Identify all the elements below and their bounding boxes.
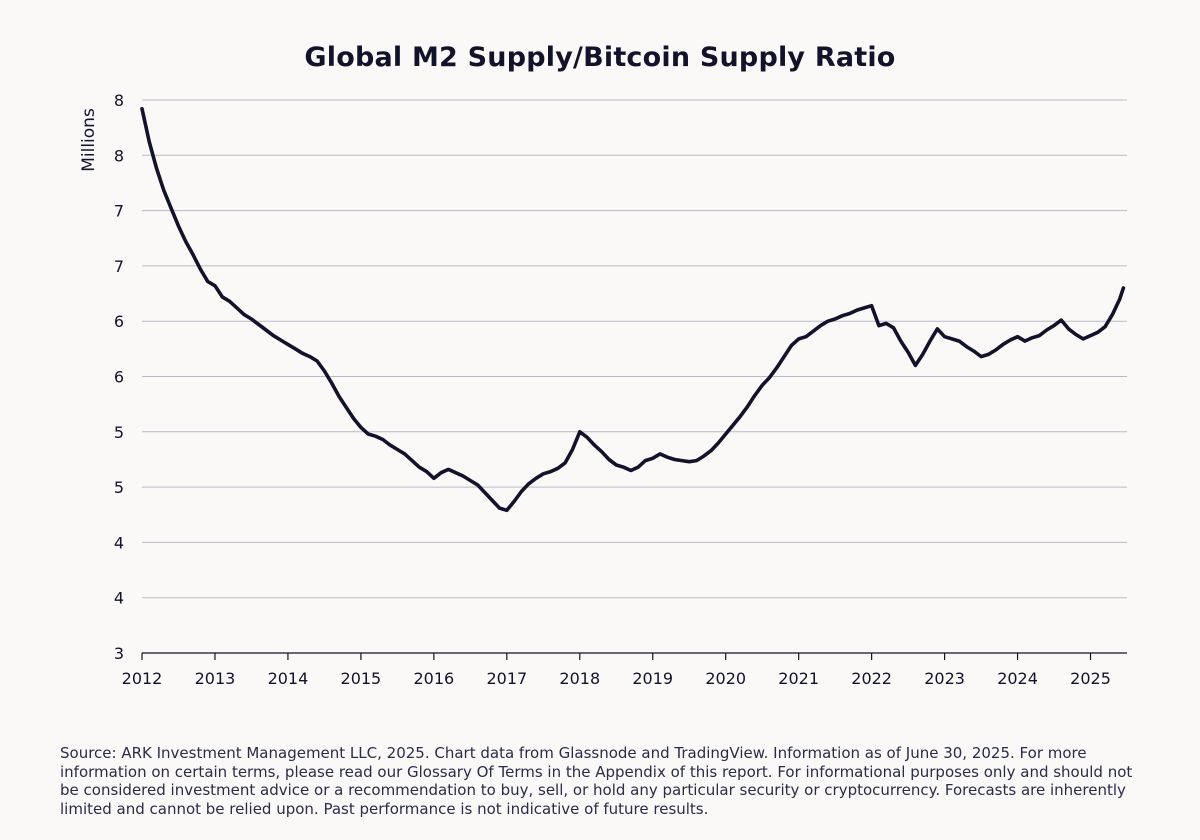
x-tick-label: 2012 bbox=[122, 669, 163, 688]
x-tick-label: 2017 bbox=[486, 669, 527, 688]
x-tick-label: 2016 bbox=[413, 669, 454, 688]
y-tick-label: 6 bbox=[114, 312, 124, 331]
x-tick-label: 2021 bbox=[778, 669, 819, 688]
chart-title: Global M2 Supply/Bitcoin Supply Ratio bbox=[304, 42, 896, 73]
x-tick-label: 2020 bbox=[705, 669, 746, 688]
y-tick-label: 8 bbox=[114, 146, 124, 165]
x-tick-label: 2019 bbox=[632, 669, 673, 688]
gridlines bbox=[142, 99, 1127, 654]
x-tick-label: 2023 bbox=[924, 669, 965, 688]
x-tick-label: 2014 bbox=[268, 669, 309, 688]
y-tick-label: 5 bbox=[114, 478, 124, 497]
line-chart: 3 4 4 5 5 6 6 7 7 8 8 2012 2013 2014 2015 2016 2017 2018… bbox=[79, 91, 1127, 688]
series-line bbox=[140, 107, 1126, 513]
source-footnote: Source: ARK Investment Management LLC, 2… bbox=[60, 744, 1133, 818]
x-axis-ticks: 2012 2013 2014 2015 2016 2017 2018 2019 2020 2021… bbox=[122, 653, 1111, 688]
y-tick-label: 5 bbox=[114, 423, 124, 442]
y-tick-label: 7 bbox=[114, 202, 124, 221]
y-tick-label: 6 bbox=[114, 368, 124, 387]
y-axis-ticks: 3 4 4 5 5 6 6 7 7 8 8 bbox=[114, 91, 124, 663]
x-tick-label: 2015 bbox=[341, 669, 382, 688]
y-tick-label: 8 bbox=[114, 91, 124, 110]
y-tick-label: 7 bbox=[114, 257, 124, 276]
x-tick-label: 2013 bbox=[195, 669, 236, 688]
x-tick-label: 2024 bbox=[997, 669, 1038, 688]
x-tick-label: 2025 bbox=[1070, 669, 1111, 688]
y-tick-label: 3 bbox=[114, 644, 124, 663]
y-axis-title: Millions bbox=[79, 108, 99, 172]
series-layer bbox=[140, 107, 1126, 513]
y-tick-label: 4 bbox=[114, 589, 124, 608]
x-tick-label: 2022 bbox=[851, 669, 892, 688]
y-tick-label: 4 bbox=[114, 533, 124, 552]
x-tick-label: 2018 bbox=[559, 669, 600, 688]
